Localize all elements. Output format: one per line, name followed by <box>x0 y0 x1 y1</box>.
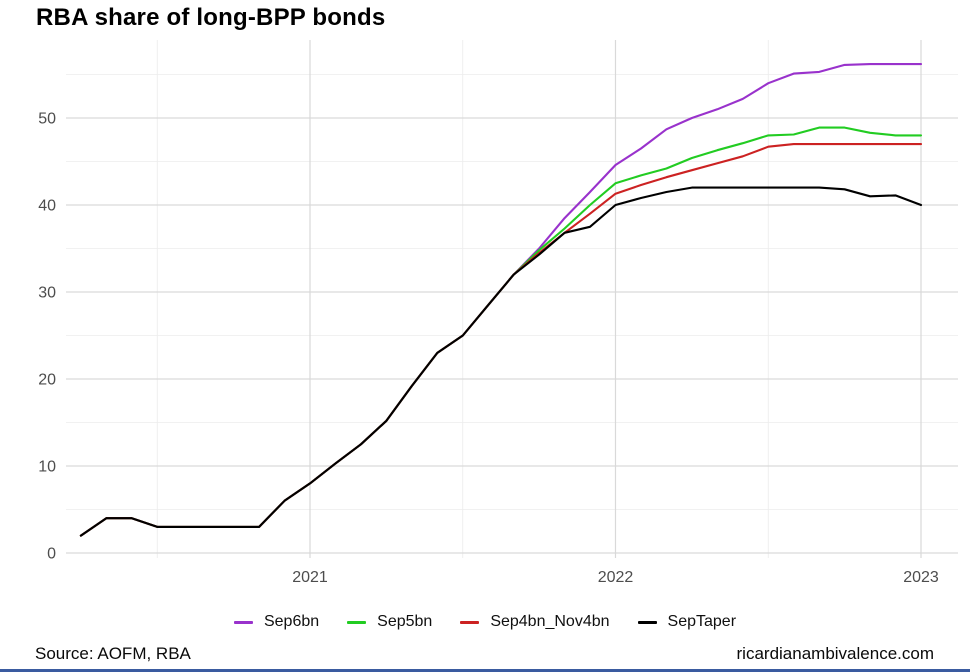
chart-title: RBA share of long-BPP bonds <box>36 4 386 31</box>
legend-item-sep6bn: Sep6bn <box>233 613 320 631</box>
legend-label: Sep4bn_Nov4bn <box>490 613 610 630</box>
y-tick-label: 50 <box>38 111 56 128</box>
legend-key-icon <box>637 620 657 624</box>
chart-canvas: 0 10 20 30 40 50 2021 2022 2023 <box>38 40 958 587</box>
legend-label: Sep6bn <box>263 613 320 630</box>
series-line-sep5bn <box>79 126 923 537</box>
y-tick-label: 40 <box>38 198 56 215</box>
y-tick-label: 20 <box>38 372 56 389</box>
chart-legend: Sep6bn Sep5bn Sep4bn_Nov4bn SepTaper <box>0 608 970 636</box>
y-tick-label: 30 <box>38 285 56 302</box>
legend-item-septaper: SepTaper <box>637 613 737 631</box>
legend-key-icon <box>233 620 253 624</box>
grid-minor <box>66 40 958 558</box>
x-tick-label: 2023 <box>903 569 939 586</box>
y-tick-label: 10 <box>38 459 56 476</box>
site-watermark: ricardianambivalence.com <box>736 644 934 663</box>
axis-tick-labels: 0 10 20 30 40 50 2021 2022 2023 <box>38 111 939 587</box>
y-tick-label: 0 <box>47 546 56 563</box>
x-tick-label: 2021 <box>292 569 328 586</box>
legend-key-icon <box>460 620 480 624</box>
legend-label: SepTaper <box>667 613 737 630</box>
legend-item-sep4bn_nov4bn: Sep4bn_Nov4bn <box>460 613 610 631</box>
legend-label: Sep5bn <box>377 613 433 630</box>
x-tick-label: 2022 <box>598 569 634 586</box>
legend-key-icon <box>347 620 367 624</box>
series-line-sep4bn_nov4bn <box>79 143 923 537</box>
source-note: Source: AOFM, RBA <box>35 644 191 663</box>
legend-item-sep5bn: Sep5bn <box>347 613 432 631</box>
brand-bottom-bar <box>0 669 970 672</box>
series-line-septaper <box>79 186 923 537</box>
grid-major <box>66 40 958 558</box>
